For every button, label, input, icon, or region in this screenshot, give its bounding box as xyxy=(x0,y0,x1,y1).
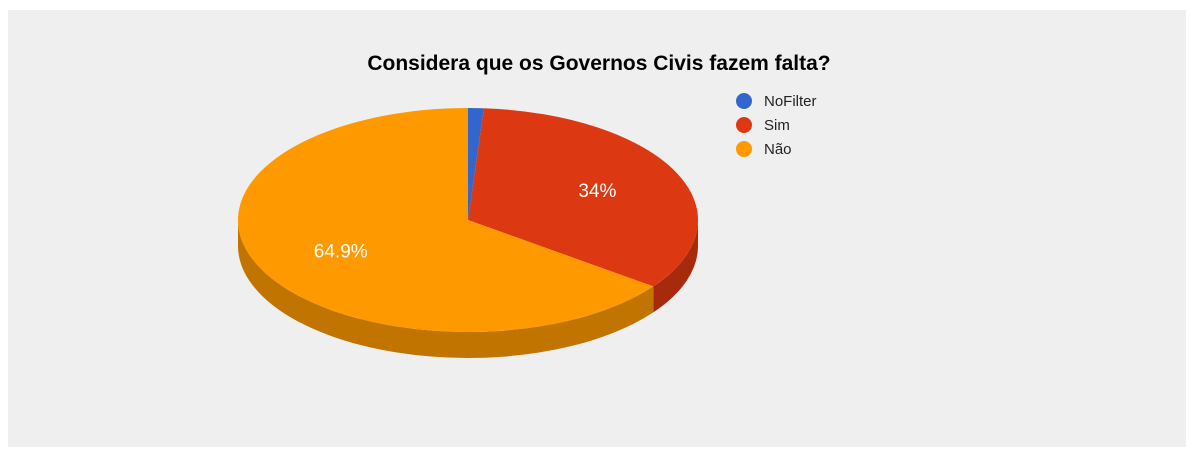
pie-chart: Considera que os Governos Civis fazem fa… xyxy=(238,52,831,358)
slice-side-sim xyxy=(653,220,698,313)
legend-label-sim: Sim xyxy=(764,117,790,134)
slice-labels: 34% 64.9% xyxy=(314,181,617,263)
legend-item-sim[interactable]: Sim xyxy=(736,117,790,134)
legend-marker-sim xyxy=(736,117,752,133)
slice-label-nao: 64.9% xyxy=(314,241,368,262)
chart-frame: Considera que os Governos Civis fazem fa… xyxy=(8,10,1186,447)
legend-label-nofilter: NoFilter xyxy=(764,93,817,110)
slice-nofilter[interactable] xyxy=(468,108,484,220)
slice-label-sim: 34% xyxy=(578,181,616,202)
legend-marker-nao xyxy=(736,141,752,157)
pie-slices xyxy=(238,108,698,332)
legend: NoFilter Sim Não xyxy=(736,93,817,158)
chart-title: Considera que os Governos Civis fazem fa… xyxy=(367,52,830,75)
pie-sides xyxy=(238,220,698,358)
legend-item-nofilter[interactable]: NoFilter xyxy=(736,93,817,110)
legend-item-nao[interactable]: Não xyxy=(736,141,792,158)
slice-sim[interactable] xyxy=(468,108,698,287)
slice-nao[interactable] xyxy=(238,108,654,332)
slice-side-nao xyxy=(238,220,654,358)
legend-label-nao: Não xyxy=(764,141,792,158)
legend-marker-nofilter xyxy=(736,93,752,109)
